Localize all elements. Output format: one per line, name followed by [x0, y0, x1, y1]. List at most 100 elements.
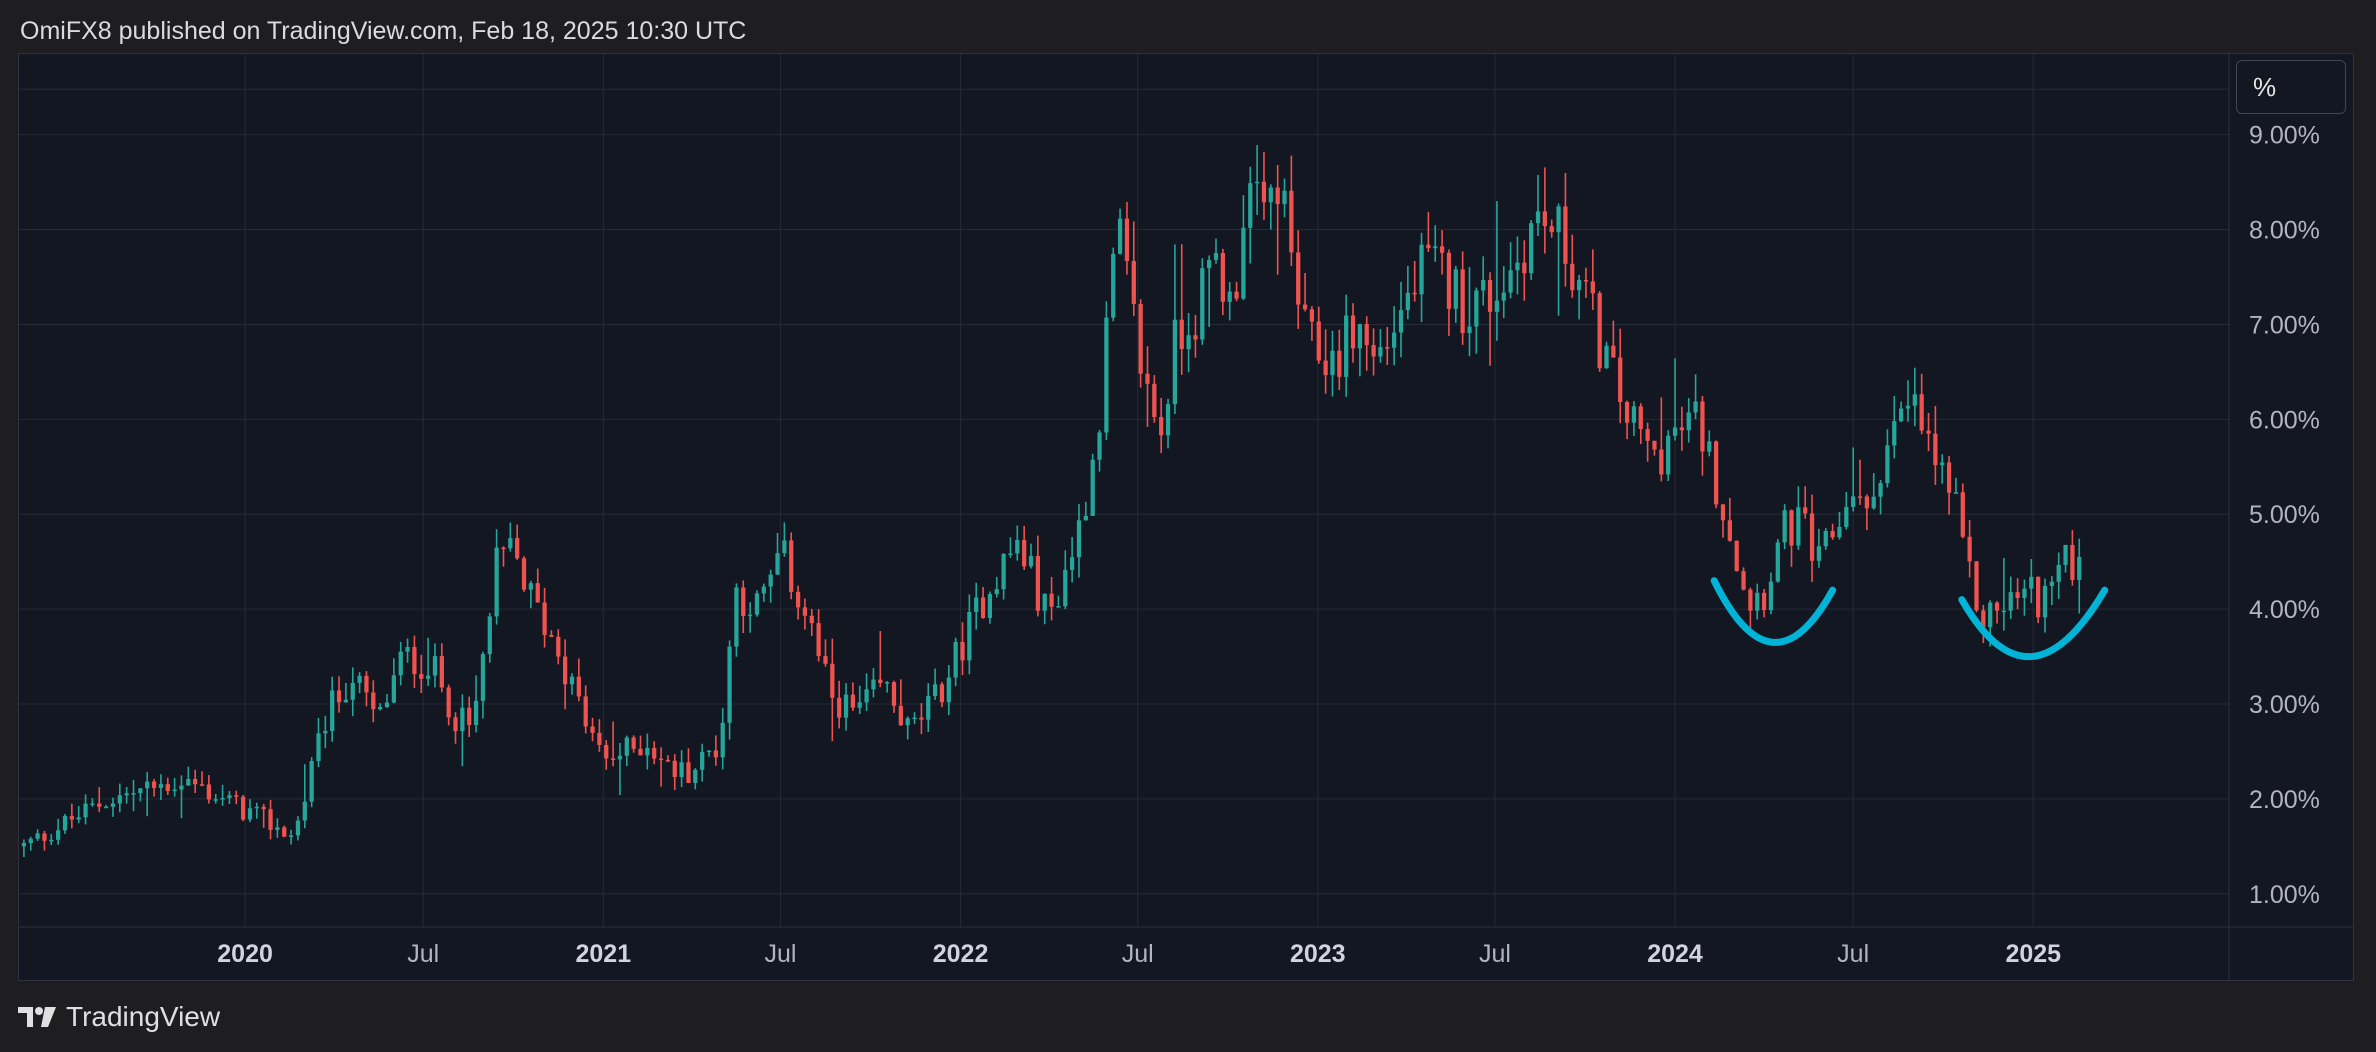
- candle-up: [1693, 401, 1698, 413]
- candle-up: [761, 586, 766, 594]
- candle-up: [124, 793, 129, 796]
- candle-up: [528, 583, 534, 590]
- candle-down: [1638, 406, 1643, 430]
- candle-down: [1981, 610, 1986, 628]
- tradingview-logo-icon: [18, 1007, 56, 1027]
- candle-up: [323, 730, 328, 734]
- candle-up: [1083, 515, 1088, 521]
- candle-up: [391, 675, 396, 703]
- candle-down: [542, 602, 547, 635]
- candle-up: [1844, 506, 1849, 527]
- candle-down: [1316, 321, 1321, 361]
- candle-down: [1179, 319, 1184, 350]
- candle-up: [1213, 253, 1219, 260]
- chart-panel[interactable]: 1.00% 2.00% 3.00% 4.00% 5.00% 6.00% 7.00% 8.00%…: [18, 53, 2354, 981]
- candle-up: [1508, 270, 1513, 293]
- candle-down: [576, 676, 581, 697]
- candle-down: [1830, 531, 1835, 538]
- candle-up: [117, 795, 122, 804]
- candle-down: [1700, 401, 1705, 452]
- price-chart[interactable]: 1.00% 2.00% 3.00% 4.00% 5.00% 6.00% 7.00% 8.00%…: [19, 54, 2353, 980]
- candle-up: [2001, 610, 2007, 613]
- candle-down: [1734, 540, 1739, 572]
- candle-up: [1268, 187, 1273, 203]
- candle-up: [138, 788, 143, 794]
- candle-up: [1988, 602, 1993, 628]
- candle-down: [268, 809, 273, 830]
- candle-down: [1809, 513, 1815, 561]
- candle-up: [926, 696, 931, 720]
- candle-down: [1583, 279, 1589, 282]
- candle-up: [885, 682, 890, 684]
- candle-up: [1008, 553, 1013, 556]
- candle-up: [179, 785, 184, 790]
- candle-up: [1241, 227, 1246, 299]
- candle-down: [830, 663, 835, 698]
- candle-down: [42, 833, 47, 841]
- candle-up: [2056, 564, 2061, 582]
- candle-down: [1275, 187, 1280, 205]
- footer-brand[interactable]: TradingView: [18, 999, 220, 1035]
- time-axis-label: Jul: [1122, 940, 1154, 968]
- candle-up: [2008, 592, 2013, 611]
- candle-up: [295, 820, 301, 836]
- candle-up: [953, 641, 958, 678]
- candle-up: [1405, 292, 1410, 311]
- candle-down: [1659, 449, 1664, 475]
- candle-down: [1289, 190, 1294, 253]
- candle-down: [1741, 571, 1746, 590]
- candle-up: [247, 808, 253, 820]
- candle-down: [823, 656, 828, 664]
- candle-up: [49, 839, 54, 842]
- candle-down: [672, 760, 677, 777]
- candle-down: [501, 547, 506, 550]
- candle-down: [1385, 347, 1390, 349]
- candle-down: [2015, 592, 2020, 598]
- candle-up: [1042, 593, 1047, 611]
- candle-up: [110, 803, 116, 807]
- time-axis-label: 2024: [1647, 940, 1703, 968]
- candle-up: [1837, 526, 1842, 538]
- candle-up: [747, 614, 753, 617]
- candle-up: [645, 747, 650, 756]
- candle-down: [1542, 211, 1547, 227]
- candle-up: [35, 833, 40, 839]
- candle-down: [515, 538, 520, 559]
- candle-down: [980, 597, 986, 618]
- candle-up: [768, 574, 773, 587]
- candle-up: [1227, 291, 1232, 302]
- candle-down: [439, 656, 444, 688]
- candle-up: [378, 706, 383, 710]
- candle-down: [1563, 206, 1568, 264]
- percent-scale-button[interactable]: %: [2236, 60, 2346, 114]
- candle-down: [1337, 350, 1342, 377]
- candle-up: [83, 803, 88, 818]
- candle-down: [151, 781, 157, 788]
- candle-up: [720, 722, 725, 758]
- candle-up: [62, 816, 68, 831]
- candle-down: [1994, 602, 2000, 611]
- candle-up: [145, 781, 150, 789]
- candle-down: [1590, 281, 1595, 294]
- candle-up: [1556, 206, 1561, 233]
- candle-down: [1152, 383, 1157, 418]
- candle-up: [330, 690, 335, 731]
- candle-down: [1193, 335, 1198, 340]
- candle-up: [1398, 310, 1404, 333]
- candle-down: [789, 540, 794, 592]
- candle-up: [1117, 218, 1123, 254]
- candle-down: [850, 694, 856, 708]
- candle-down: [891, 682, 897, 706]
- candle-down: [549, 634, 554, 637]
- candle-up: [432, 656, 438, 676]
- candle-up: [1357, 324, 1363, 349]
- candle-down: [1570, 263, 1575, 291]
- candle-down: [816, 623, 821, 657]
- candle-down: [1439, 246, 1445, 253]
- time-axis-label: Jul: [764, 940, 796, 968]
- candle-up: [932, 684, 938, 697]
- candle-down: [1460, 269, 1465, 334]
- candle-down: [535, 583, 540, 603]
- candle-down: [686, 762, 691, 783]
- price-axis-label: 9.00%: [2249, 122, 2320, 150]
